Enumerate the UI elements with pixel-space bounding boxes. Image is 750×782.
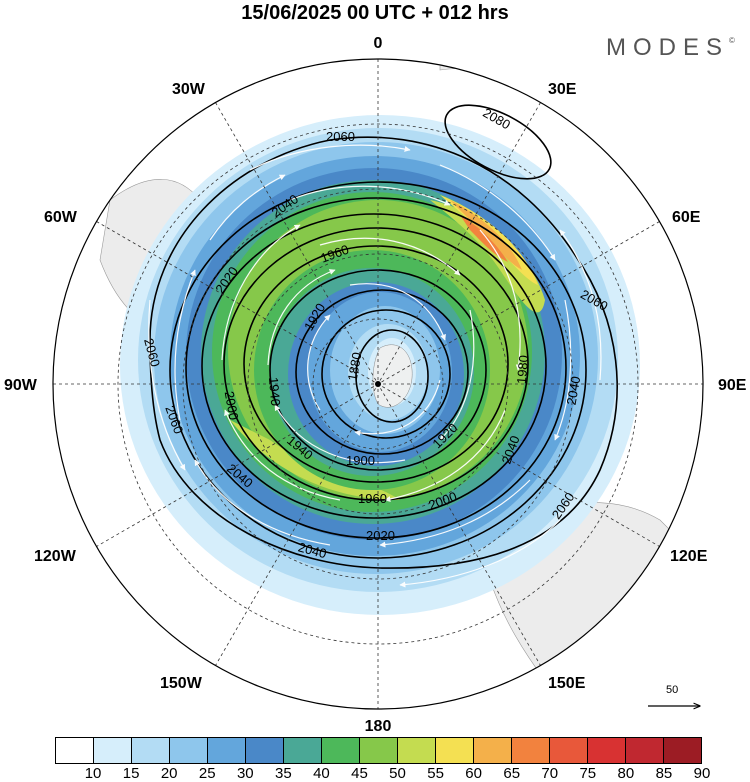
- colorbar-cell: [132, 738, 170, 763]
- lon-label-60w: 60W: [44, 209, 78, 226]
- wind-scale: 50: [648, 684, 700, 706]
- colorbar-cell: [56, 738, 94, 763]
- lon-label-150w: 150W: [160, 675, 203, 692]
- lon-label-0: 0: [374, 35, 383, 52]
- colorbar-tick-label: 20: [160, 765, 178, 782]
- colorbar-cell: [664, 738, 701, 763]
- contour-1880: [355, 329, 429, 423]
- colorbar-labels: 10 15 20 25 30 35 40 45 50 55 60 65 70 75 80 85 90: [55, 765, 711, 782]
- contour-1920: [295, 289, 469, 455]
- colorbar: [55, 737, 702, 764]
- colorbar-tick-label: 40: [313, 765, 330, 782]
- colorbar-cell: [512, 738, 550, 763]
- lon-label-150e: 150E: [548, 675, 586, 692]
- logo-copyright: ©: [729, 36, 735, 45]
- contour-1980: [223, 227, 529, 501]
- colorbar-tick-label: 60: [465, 765, 482, 782]
- colorbar-cell: [398, 738, 436, 763]
- colorbar-cell: [474, 738, 512, 763]
- colorbar-tick-label: 70: [541, 765, 559, 782]
- colorbar-cell: [550, 738, 588, 763]
- colorbar-tick-label: 80: [617, 765, 635, 782]
- lon-label-30w: 30W: [172, 81, 206, 98]
- contour-label: 2020: [366, 528, 395, 543]
- contour-label: 1900: [346, 453, 375, 468]
- contour-2080: [444, 104, 552, 180]
- logo-text: MODES: [606, 34, 730, 61]
- modes-logo: MODES©: [606, 34, 735, 62]
- colorbar-tick-label: 30: [236, 765, 254, 782]
- lon-label-30e: 30E: [548, 81, 577, 98]
- colorbar-cell: [360, 738, 398, 763]
- colorbar-tick-label: 55: [427, 765, 444, 782]
- contour-label: 2000: [222, 390, 242, 421]
- lon-label-120w: 120W: [34, 548, 77, 565]
- colorbar-tick-label: 15: [122, 765, 140, 782]
- contour-label: 1880: [345, 351, 365, 382]
- wind-streamlines: [148, 144, 602, 588]
- colorbar-tick-label: 85: [655, 765, 673, 782]
- colorbar-tick-label: 65: [503, 765, 521, 782]
- contour-label: 2040: [296, 539, 328, 561]
- contour-2060: [149, 136, 618, 569]
- contour-1900: [321, 309, 451, 439]
- lon-label-90e: 90E: [718, 377, 747, 394]
- south-pole-marker: [375, 381, 381, 387]
- wind-scale-label: 50: [666, 684, 678, 696]
- colorbar-cell: [436, 738, 474, 763]
- colorbar-cell: [170, 738, 208, 763]
- map-boundary: [52, 58, 704, 710]
- contour-1960: [243, 245, 509, 483]
- colorbar-tick-label: 10: [84, 765, 102, 782]
- map-title: 15/06/2025 00 UTC + 012 hrs: [241, 2, 509, 24]
- contour-label: 2060: [326, 129, 355, 144]
- colorbar-cell: [208, 738, 246, 763]
- contour-2020: [185, 197, 567, 539]
- colorbar-cell: [94, 738, 132, 763]
- colorbar-cell: [246, 738, 284, 763]
- contour-label: 1960: [358, 491, 387, 506]
- wind-speed-field: [53, 59, 703, 709]
- colorbar-tick-label: 50: [389, 765, 406, 782]
- lon-label-60e: 60E: [672, 209, 701, 226]
- colorbar-cell: [588, 738, 626, 763]
- contour-label: 1940: [266, 376, 283, 406]
- colorbar-cell: [626, 738, 664, 763]
- contour-2000: [201, 213, 547, 519]
- contour-label: 1980: [514, 355, 531, 385]
- contour-label: 2060: [141, 337, 163, 369]
- lon-label-120e: 120E: [670, 548, 708, 565]
- colorbar-tick-label: 35: [275, 765, 292, 782]
- lon-label-90w: 90W: [4, 377, 38, 394]
- colorbar-tick-label: 90: [693, 765, 711, 782]
- colorbar-tick-label: 45: [351, 765, 368, 782]
- lon-label-180: 180: [365, 718, 392, 735]
- colorbar-cell: [322, 738, 360, 763]
- colorbar-cell: [284, 738, 322, 763]
- contour-label: 2040: [564, 375, 584, 406]
- colorbar-tick-label: 25: [198, 765, 216, 782]
- colorbar-tick-label: 75: [579, 765, 597, 782]
